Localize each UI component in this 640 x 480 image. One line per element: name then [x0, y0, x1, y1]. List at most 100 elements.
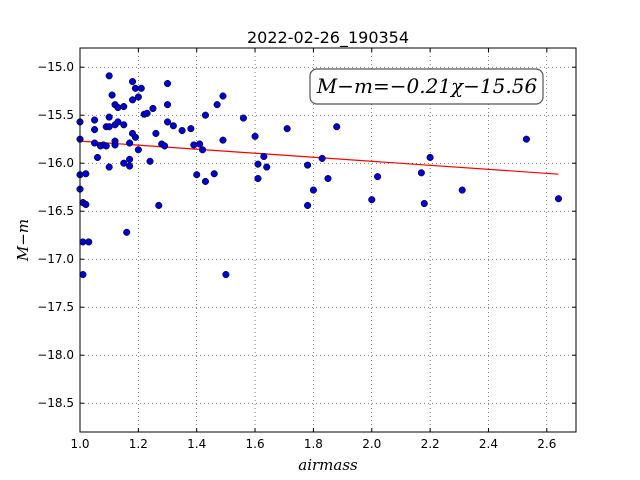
data-point	[304, 201, 312, 209]
data-point	[222, 271, 230, 279]
data-point	[152, 129, 160, 137]
data-point	[193, 171, 201, 179]
data-point	[102, 142, 110, 150]
data-point	[134, 93, 142, 101]
data-point	[374, 173, 382, 181]
data-points	[76, 72, 563, 279]
data-point	[161, 142, 169, 150]
data-point	[126, 162, 134, 170]
data-point	[254, 175, 262, 183]
y-tick-label: −18.0	[37, 348, 74, 362]
data-point	[105, 72, 113, 80]
data-point	[82, 200, 90, 209]
y-tick-label: −16.5	[37, 204, 74, 218]
data-point	[263, 163, 271, 171]
data-point	[111, 141, 119, 149]
data-point	[458, 186, 466, 194]
plot-frame	[79, 47, 577, 433]
data-point	[251, 132, 259, 140]
data-point	[213, 101, 221, 109]
y-tick-label: −16.0	[37, 156, 74, 170]
x-tick-label: 1.2	[129, 437, 148, 451]
annotation-box: M−m=−0.21χ−15.56	[309, 68, 544, 105]
data-point	[239, 114, 247, 122]
chart-title: 2022-02-26_190354	[247, 28, 409, 48]
x-tick-label: 2.4	[479, 437, 498, 451]
data-point	[79, 271, 87, 279]
data-point	[163, 79, 172, 88]
y-tick-label: −17.0	[37, 252, 74, 266]
data-point	[134, 146, 142, 154]
data-point	[283, 125, 291, 133]
data-point	[114, 118, 122, 126]
data-point	[260, 152, 268, 161]
data-point	[309, 186, 317, 194]
y-tick-label: −15.5	[37, 108, 74, 122]
data-point	[149, 104, 157, 113]
x-tick-label: 2.6	[537, 437, 556, 451]
grid-lines	[80, 48, 576, 432]
data-point	[108, 91, 116, 99]
x-tick-label: 1.6	[246, 437, 265, 451]
data-point	[120, 121, 128, 129]
data-point	[91, 139, 99, 147]
data-point	[196, 140, 204, 148]
data-point	[91, 116, 99, 124]
data-point	[85, 238, 93, 246]
data-point	[143, 109, 151, 117]
data-point	[123, 228, 131, 236]
fit-equation-label: M−m=−0.21χ−15.56	[316, 74, 538, 98]
data-point	[146, 157, 154, 165]
axis-ticks	[79, 48, 576, 432]
data-point	[554, 195, 563, 203]
data-point	[93, 153, 102, 161]
data-point	[120, 159, 128, 167]
data-point	[187, 125, 195, 133]
data-point	[114, 103, 122, 112]
data-point	[82, 170, 90, 178]
data-point	[105, 163, 113, 171]
data-point	[126, 155, 134, 163]
x-tick-label: 1.0	[70, 437, 89, 451]
data-point	[318, 154, 326, 162]
data-point	[126, 139, 134, 147]
data-point	[426, 153, 434, 161]
data-point	[190, 141, 198, 149]
data-point	[163, 101, 172, 109]
data-point	[417, 169, 425, 177]
data-point	[137, 84, 145, 92]
data-point	[254, 160, 262, 168]
data-point	[169, 122, 177, 130]
data-point	[368, 196, 376, 204]
data-point	[91, 126, 99, 134]
data-point	[201, 111, 210, 119]
x-axis-label: airmass	[298, 456, 358, 474]
data-point	[420, 199, 428, 208]
y-axis-label: M−m	[14, 219, 32, 262]
data-point	[128, 78, 137, 86]
x-tick-label: 1.4	[187, 437, 206, 451]
data-point	[333, 123, 341, 131]
x-tick-label: 2.2	[421, 437, 440, 451]
data-point	[128, 96, 137, 104]
annotation-frame	[309, 68, 544, 105]
data-point	[198, 146, 207, 154]
data-point	[304, 161, 312, 169]
data-point	[324, 175, 332, 183]
data-point	[155, 201, 163, 209]
y-tick-label: −15.0	[37, 60, 74, 74]
x-tick-label: 2.0	[362, 437, 381, 451]
tick-labels: 1.0 1.2 1.4 1.6 1.8 2.0 2.2 2.4 2.6 −15.0 −15.5 −16…	[37, 60, 556, 451]
data-point	[219, 136, 227, 144]
data-point	[522, 135, 530, 143]
data-point	[105, 113, 113, 121]
y-tick-label: −17.5	[37, 300, 74, 314]
data-point	[163, 118, 172, 126]
x-tick-label: 1.8	[304, 437, 323, 451]
data-point	[201, 177, 210, 185]
data-point	[178, 127, 186, 135]
data-point	[210, 170, 218, 178]
data-point	[131, 133, 139, 141]
